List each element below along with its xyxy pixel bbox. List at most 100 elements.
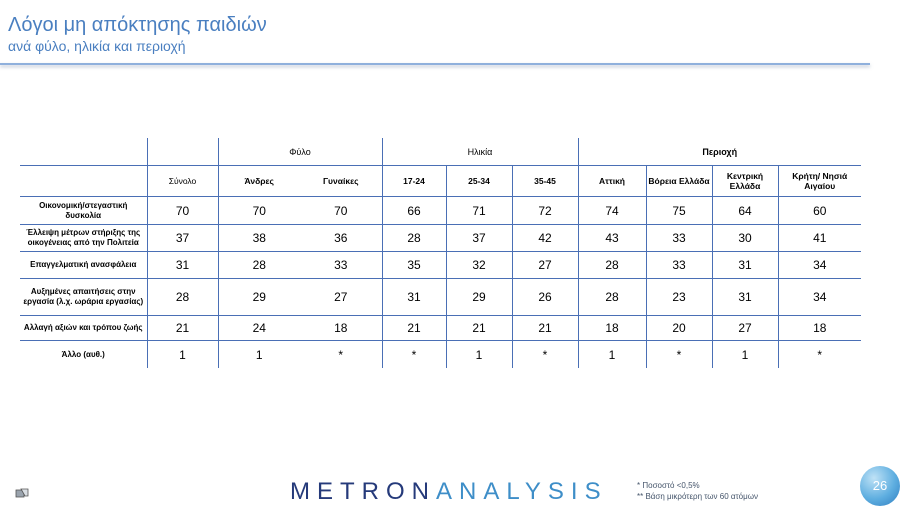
column-header: 25-34 [445, 165, 512, 197]
column-header: Κεντρική Ελλάδα [711, 165, 778, 197]
page-number: 26 [860, 466, 900, 506]
table-row: Οικονομική/στεγαστική δυσκολία 70 70 70 66 71… [20, 196, 861, 225]
total-group-cell [146, 138, 218, 166]
column-header: Αττική [578, 165, 646, 197]
value-cell: 38 [217, 224, 300, 252]
row-label: Έλλειψη μέτρων στήριξης της οικογένειας … [20, 224, 147, 252]
value-cell: 28 [382, 224, 446, 252]
group-region: Περιοχή [577, 138, 861, 166]
value-cell: 33 [645, 224, 712, 252]
value-cell: 1 [146, 340, 218, 368]
table-row: Έλλειψη μέτρων στήριξης της οικογένειας … [20, 224, 861, 252]
value-cell: 23 [645, 278, 712, 316]
company-logo: METRONANALYSIS [290, 478, 608, 506]
value-cell: 1 [445, 340, 512, 368]
table-row: Αλλαγή αξιών και τρόπου ζωής 21 24 18 21 21 21… [20, 315, 861, 341]
value-cell: 27 [711, 315, 778, 341]
group-header-row: Φύλο Ηλικία Περιοχή [20, 138, 861, 166]
table-row: Επαγγελματική ανασφάλεια 31 28 33 35 32 27 28 33… [20, 251, 861, 279]
value-cell: 21 [146, 315, 218, 341]
logo-metron: METRON [290, 478, 436, 505]
column-header: Κρήτη/ Νησιά Αιγαίου [777, 165, 861, 197]
value-cell: 31 [711, 278, 778, 316]
value-cell: 1 [217, 340, 300, 368]
value-cell: 34 [777, 278, 861, 316]
value-cell: * [300, 340, 383, 368]
value-cell: 36 [300, 224, 383, 252]
value-cell: 32 [445, 251, 512, 279]
footnote-small-base: ** Βάση μικρότερη των 60 ατόμων [637, 492, 758, 501]
value-cell: 70 [146, 196, 218, 225]
value-cell: 72 [511, 196, 579, 225]
value-cell: 27 [300, 278, 383, 316]
value-cell: * [645, 340, 712, 368]
value-cell: 29 [445, 278, 512, 316]
value-cell: 26 [511, 278, 579, 316]
slide-icon [15, 486, 29, 498]
value-cell: 37 [146, 224, 218, 252]
value-cell: 31 [711, 251, 778, 279]
row-label: Οικονομική/στεγαστική δυσκολία [20, 196, 147, 225]
value-cell: 31 [146, 251, 218, 279]
row-label: Επαγγελματική ανασφάλεια [20, 251, 147, 279]
value-cell: 60 [777, 196, 861, 225]
value-cell: 33 [300, 251, 383, 279]
value-cell: * [511, 340, 579, 368]
column-header: 35-45 [511, 165, 579, 197]
corner-cell [20, 138, 147, 166]
value-cell: 70 [300, 196, 383, 225]
value-cell: 74 [578, 196, 646, 225]
value-cell: 66 [382, 196, 446, 225]
value-cell: 21 [445, 315, 512, 341]
results-table: Φύλο Ηλικία Περιοχή Σύνολο Άνδρες Γυναίκ… [20, 138, 861, 368]
page-title: Λόγοι μη απόκτησης παιδιών [8, 14, 267, 36]
value-cell: 21 [511, 315, 579, 341]
corner-cell [20, 165, 147, 197]
value-cell: 42 [511, 224, 579, 252]
value-cell: 20 [645, 315, 712, 341]
value-cell: * [411, 347, 417, 362]
value-cell: 18 [578, 315, 646, 341]
row-label: Αλλαγή αξιών και τρόπου ζωής [20, 315, 147, 341]
value-cell: 71 [445, 196, 512, 225]
value-cell: 28 [217, 251, 300, 279]
value-cell: 28 [578, 278, 646, 316]
logo-analysis: ANALYSIS [436, 478, 608, 505]
row-label: Αυξημένες απαιτήσεις στην εργασία (λ.χ. … [20, 278, 147, 316]
value-cell: 29 [217, 278, 300, 316]
row-label: Άλλο (αυθ.) [61, 349, 105, 359]
page-subtitle: ανά φύλο, ηλικία και περιοχή [8, 38, 186, 54]
group-gender: Φύλο [217, 138, 382, 166]
value-cell: 33 [645, 251, 712, 279]
value-cell: 35 [382, 251, 446, 279]
column-header: Βόρεια Ελλάδα [645, 165, 712, 197]
column-header: 17-24 [382, 165, 446, 197]
value-cell: 21 [382, 315, 446, 341]
value-cell: 30 [711, 224, 778, 252]
value-cell: 31 [382, 278, 446, 316]
column-header: Άνδρες [217, 165, 300, 197]
column-header-row: Σύνολο Άνδρες Γυναίκες 17-24 25-34 35-45… [20, 165, 861, 197]
column-header: Σύνολο [146, 165, 218, 197]
value-cell: 1 [711, 340, 778, 368]
table-row: Άλλο (αυθ.) 1 1 * * 1 * 1 * 1 * [20, 340, 861, 368]
value-cell: 43 [578, 224, 646, 252]
value-cell: 18 [300, 315, 383, 341]
value-cell: 27 [511, 251, 579, 279]
value-cell: 70 [217, 196, 300, 225]
table-row: Αυξημένες απαιτήσεις στην εργασία (λ.χ. … [20, 278, 861, 316]
value-cell: * [777, 340, 861, 368]
value-cell: 34 [777, 251, 861, 279]
value-cell: 28 [578, 251, 646, 279]
value-cell: 24 [217, 315, 300, 341]
title-divider [0, 63, 870, 65]
value-cell: 41 [777, 224, 861, 252]
group-age: Ηλικία [381, 138, 578, 166]
value-cell: 18 [777, 315, 861, 341]
value-cell: 28 [146, 278, 218, 316]
value-cell: 1 [608, 347, 616, 362]
column-header: Γυναίκες [300, 165, 383, 197]
value-cell: 75 [645, 196, 712, 225]
value-cell: 37 [445, 224, 512, 252]
value-cell: 64 [711, 196, 778, 225]
